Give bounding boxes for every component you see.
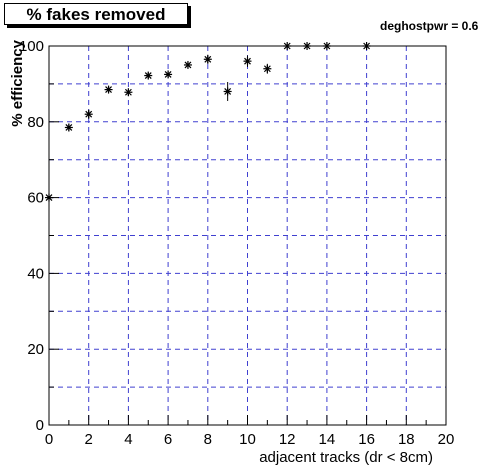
grid-lines xyxy=(49,46,446,425)
data-point xyxy=(124,88,133,97)
data-point xyxy=(203,54,212,64)
marker-stroke xyxy=(204,55,212,63)
marker-stroke xyxy=(65,124,73,131)
y-tick-label: 100 xyxy=(19,38,44,55)
marker-stroke xyxy=(144,72,152,79)
data-point xyxy=(45,193,53,202)
y-tick-label: 80 xyxy=(27,114,44,131)
y-tick-labels: 0 20 40 60 80 100 xyxy=(19,38,44,434)
data-point xyxy=(243,55,252,67)
marker-stroke xyxy=(263,65,271,73)
marker-stroke xyxy=(244,57,251,65)
x-axis-title: adjacent tracks (dr < 8cm) xyxy=(259,449,433,466)
data-point xyxy=(104,85,113,94)
data-point xyxy=(303,42,312,50)
data-point xyxy=(183,60,192,69)
marker-stroke xyxy=(45,194,53,202)
marker-stroke xyxy=(184,61,192,69)
y-tick-label: 20 xyxy=(27,341,44,358)
data-point xyxy=(263,63,272,74)
marker-stroke xyxy=(303,42,311,50)
x-tick-label: 18 xyxy=(398,431,415,448)
chart-title: % fakes removed xyxy=(4,3,188,25)
marker-stroke xyxy=(283,42,291,50)
x-tick-label: 0 xyxy=(45,431,53,448)
y-tick-label: 60 xyxy=(27,190,44,207)
marker-stroke xyxy=(85,110,93,118)
data-point xyxy=(144,71,153,80)
x-tick-label: 2 xyxy=(85,431,93,448)
data-points xyxy=(45,42,371,202)
marker-stroke xyxy=(363,42,371,50)
marker-stroke xyxy=(124,88,132,96)
y-tick-label: 0 xyxy=(36,417,44,434)
x-tick-labels: 0 2 4 6 8 10 12 14 16 18 20 xyxy=(45,431,455,448)
x-tick-label: 6 xyxy=(164,431,172,448)
marker-stroke xyxy=(323,42,331,50)
y-axis-title: % efficiency xyxy=(9,39,26,126)
data-point xyxy=(283,42,292,50)
x-tick-label: 4 xyxy=(124,431,132,448)
marker-stroke xyxy=(164,71,172,78)
x-tick-label: 14 xyxy=(319,431,336,448)
data-point xyxy=(164,70,173,79)
axis-ticks xyxy=(48,45,447,426)
x-tick-label: 10 xyxy=(239,431,256,448)
x-tick-label: 20 xyxy=(438,431,455,448)
x-tick-label: 16 xyxy=(358,431,375,448)
data-point xyxy=(223,82,232,101)
data-point xyxy=(64,123,73,132)
data-point xyxy=(84,109,93,119)
x-tick-label: 8 xyxy=(204,431,212,448)
data-point xyxy=(362,42,371,50)
annotation-label: deghostpwr = 0.6 xyxy=(380,19,479,33)
marker-stroke xyxy=(105,86,112,94)
data-point xyxy=(322,42,331,50)
x-tick-label: 12 xyxy=(279,431,296,448)
marker-stroke xyxy=(224,88,232,95)
y-tick-label: 40 xyxy=(27,265,44,282)
